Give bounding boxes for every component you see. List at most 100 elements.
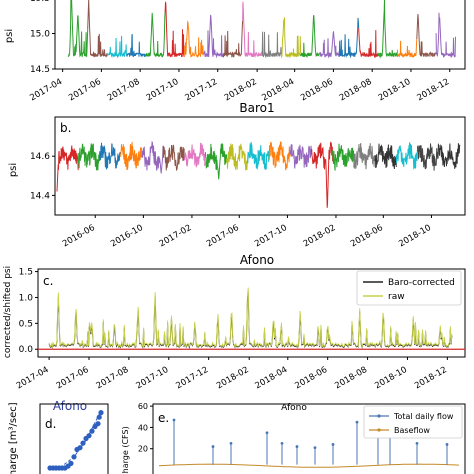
xtick-label: 2018-12 [415, 77, 451, 103]
flow-point [295, 445, 299, 448]
xtick-label: 2018-04 [254, 365, 290, 391]
top-series-segment [125, 34, 147, 58]
top-series-segment [164, 1, 185, 58]
baro-series-segment [395, 142, 418, 170]
xtick-label: 2017-06 [67, 77, 103, 103]
top-series-segment [396, 39, 418, 59]
baro-series-segment [438, 143, 461, 169]
top-series-segment [145, 12, 166, 58]
top-series-segment [106, 35, 127, 59]
flow-point [265, 431, 269, 435]
xtick-label: 2017-08 [95, 365, 131, 391]
panel-b-label: b. [60, 121, 71, 135]
top-series-segment [242, 1, 263, 59]
top-series-segment [280, 17, 302, 59]
ytick-label: 14.6 [30, 152, 50, 162]
scatter-point [68, 460, 74, 466]
flow-point [415, 441, 419, 445]
xtick-label: 2017-10 [135, 365, 171, 391]
panel-top: psi 14.515.019.5 2017-042017-062017-0820… [4, 0, 466, 103]
baro-series-segment [56, 145, 79, 192]
top-series-segment [184, 20, 205, 58]
baro-series-segment [332, 143, 355, 171]
xtick-label: 2017-12 [174, 365, 210, 391]
ytick-label: 60 [138, 402, 148, 411]
top-series-segment [222, 20, 244, 58]
baro-series-segment [374, 143, 397, 170]
xtick-label: 2018-06 [299, 77, 335, 103]
xtick-label: 2018-02 [302, 223, 338, 249]
panel-d-title: Afono [53, 399, 87, 413]
xtick-label: 2018-08 [338, 77, 374, 103]
top-series-segment [300, 14, 321, 58]
flow-point [172, 418, 176, 422]
baro-series-segment [183, 142, 206, 168]
xtick-label: 2018-10 [377, 77, 413, 103]
baro-series-segment [98, 142, 122, 170]
top-series-segment [358, 28, 379, 59]
panel-b-frame [54, 116, 466, 216]
baro-series-segment [141, 140, 164, 174]
baro-series-segment [310, 141, 334, 208]
top-series-segment [377, 0, 398, 59]
ytick-label: 14.5 [30, 65, 50, 75]
xtick-label: 2017-04 [15, 365, 51, 391]
panel-d: Afono d. charge [m³/sec] [8, 399, 109, 474]
xtick-label: 2018-02 [215, 365, 251, 391]
ytick-label: 0.5 [19, 319, 33, 329]
baro-series-segment [353, 143, 376, 170]
xtick-label: 2017-08 [106, 77, 142, 103]
panel-d-ylabel: charge [m³/sec] [8, 402, 19, 474]
panel-c-ylabel: corrected/shifted psi [3, 266, 13, 358]
panel-b: Baro1 b. psi 14.4 14.6 2016-06 2016-10 2017… [8, 101, 466, 249]
xtick-label: 2018-02 [223, 77, 259, 103]
panel-e-legend: Total daily flow Baseflow [363, 405, 463, 439]
legend-marker-baseflow [377, 428, 381, 432]
baro-series-segment [204, 143, 228, 180]
legend-label-baro-corrected: Baro-corrected [388, 278, 455, 288]
xtick-label: 2017-06 [205, 223, 241, 249]
scatter-point [96, 414, 102, 420]
series-baseflow [158, 463, 460, 468]
top-series-segment [87, 0, 108, 58]
baro-series-segment [77, 143, 100, 172]
ytick-label: 1.0 [19, 293, 34, 303]
baro-series-segment [268, 141, 291, 171]
panel-c-legend: Baro-corrected raw [356, 270, 462, 306]
xtick-label: 2018-08 [333, 365, 369, 391]
ytick-label: 20 [138, 445, 148, 454]
top-series-segment [261, 31, 282, 59]
xtick-label: 2018-04 [260, 77, 296, 103]
ytick-label: 14.4 [30, 191, 50, 201]
xtick-label: 2018-06 [293, 365, 329, 391]
top-series-segment [416, 13, 437, 58]
xtick-label: 2016-10 [109, 223, 145, 249]
baro-series-segment [417, 143, 440, 171]
panel-d-frame [39, 403, 109, 474]
scatter-point [89, 428, 95, 434]
panel-e-ylabel: charge (CFS) [121, 426, 130, 474]
xtick-label: 2017-06 [55, 365, 91, 391]
panel-top-frame [54, 0, 466, 70]
xtick-label: 2018-10 [373, 365, 409, 391]
scatter-point [98, 410, 104, 416]
baro-series-segment [120, 141, 143, 171]
panel-top-ylabel: psi [4, 29, 15, 43]
baro-series-segment [226, 143, 249, 171]
flow-point [280, 441, 284, 445]
scatter-point [71, 454, 77, 460]
xtick-label: 2017-12 [183, 77, 219, 103]
fit-curve [49, 410, 102, 469]
xtick-label: 2018-06 [349, 223, 385, 249]
flow-point [211, 445, 215, 448]
legend-label-baseflow: Baseflow [394, 426, 430, 435]
panel-e-frame [152, 403, 466, 474]
xtick-label: 2016-06 [61, 223, 97, 249]
top-series-segment [203, 14, 224, 59]
xtick-label: 2018-12 [413, 365, 449, 391]
panel-c: Afono c. corrected/shifted psi 0.0 0.5 1.0… [3, 253, 466, 391]
flow-point [331, 443, 335, 446]
top-series-segment [319, 31, 340, 59]
top-series-segment [435, 12, 456, 58]
flow-point [445, 443, 449, 446]
